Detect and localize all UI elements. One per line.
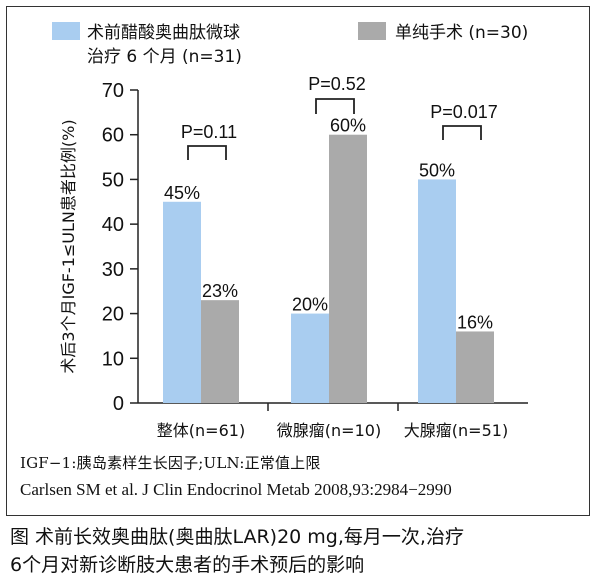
- y-tick-label: 30: [102, 259, 124, 281]
- x-category-label: 大腺瘤(n=51): [404, 421, 508, 440]
- x-category-label: 微腺瘤(n=10): [277, 421, 381, 440]
- bar: [418, 179, 456, 403]
- bar-value-label: 20%: [292, 295, 328, 315]
- caption-line-2: 6个月对新诊断肢大患者的手术预后的影响: [10, 554, 365, 576]
- y-axis-label: 术后3个月IGF-1≤ULN患者比例(%): [59, 119, 78, 373]
- figure-caption: 图 术前长效奥曲肽(奥曲肽LAR)20 mg,每月一次,治疗 6个月对新诊断肢大…: [10, 523, 594, 579]
- p-value-bracket: [187, 145, 227, 160]
- bar: [201, 300, 239, 403]
- legend-label: 术前醋酸奥曲肽微球: [87, 23, 240, 43]
- legend-swatch: [52, 22, 80, 40]
- y-tick-label: 0: [113, 393, 124, 415]
- p-value-label: P=0.11: [181, 122, 237, 142]
- bar-value-label: 23%: [202, 281, 238, 301]
- figure-frame: [6, 6, 590, 516]
- bar: [163, 201, 201, 403]
- bar: [329, 134, 367, 403]
- p-value-bracket: [442, 125, 482, 140]
- abbreviation-footnote: IGF−1:胰岛素样生长因子;ULN:正常值上限: [20, 454, 321, 472]
- reference-footnote: Carlsen SM et al. J Clin Endocrinol Meta…: [20, 480, 452, 499]
- y-tick-label: 70: [102, 80, 124, 102]
- legend-label: 单纯手术 (n=30): [395, 23, 528, 43]
- p-value-bracket: [315, 98, 355, 114]
- y-tick-label: 60: [102, 125, 124, 147]
- bar-value-label: 45%: [164, 183, 200, 203]
- p-value-label: P=0.017: [430, 102, 498, 122]
- bar: [456, 331, 494, 403]
- bar-chart: 0 10 20 30 40 50 60 70 术后3个月IGF-1≤ULN患者比例(%) 45% 2…: [52, 22, 528, 440]
- p-value-label: P=0.52: [308, 74, 366, 94]
- bar-value-label: 16%: [457, 312, 493, 332]
- y-tick-label: 10: [102, 348, 124, 370]
- bar: [291, 313, 329, 403]
- bar-value-label: 60%: [330, 116, 366, 136]
- y-tick-label: 20: [102, 304, 124, 326]
- caption-line-1: 图 术前长效奥曲肽(奥曲肽LAR)20 mg,每月一次,治疗: [10, 526, 464, 548]
- y-tick-label: 40: [102, 214, 124, 236]
- bar-value-label: 50%: [419, 160, 455, 180]
- y-tick-label: 50: [102, 169, 124, 191]
- legend-label: 治疗 6 个月 (n=31): [87, 47, 242, 67]
- legend-swatch: [358, 22, 386, 40]
- x-category-label: 整体(n=61): [157, 421, 245, 440]
